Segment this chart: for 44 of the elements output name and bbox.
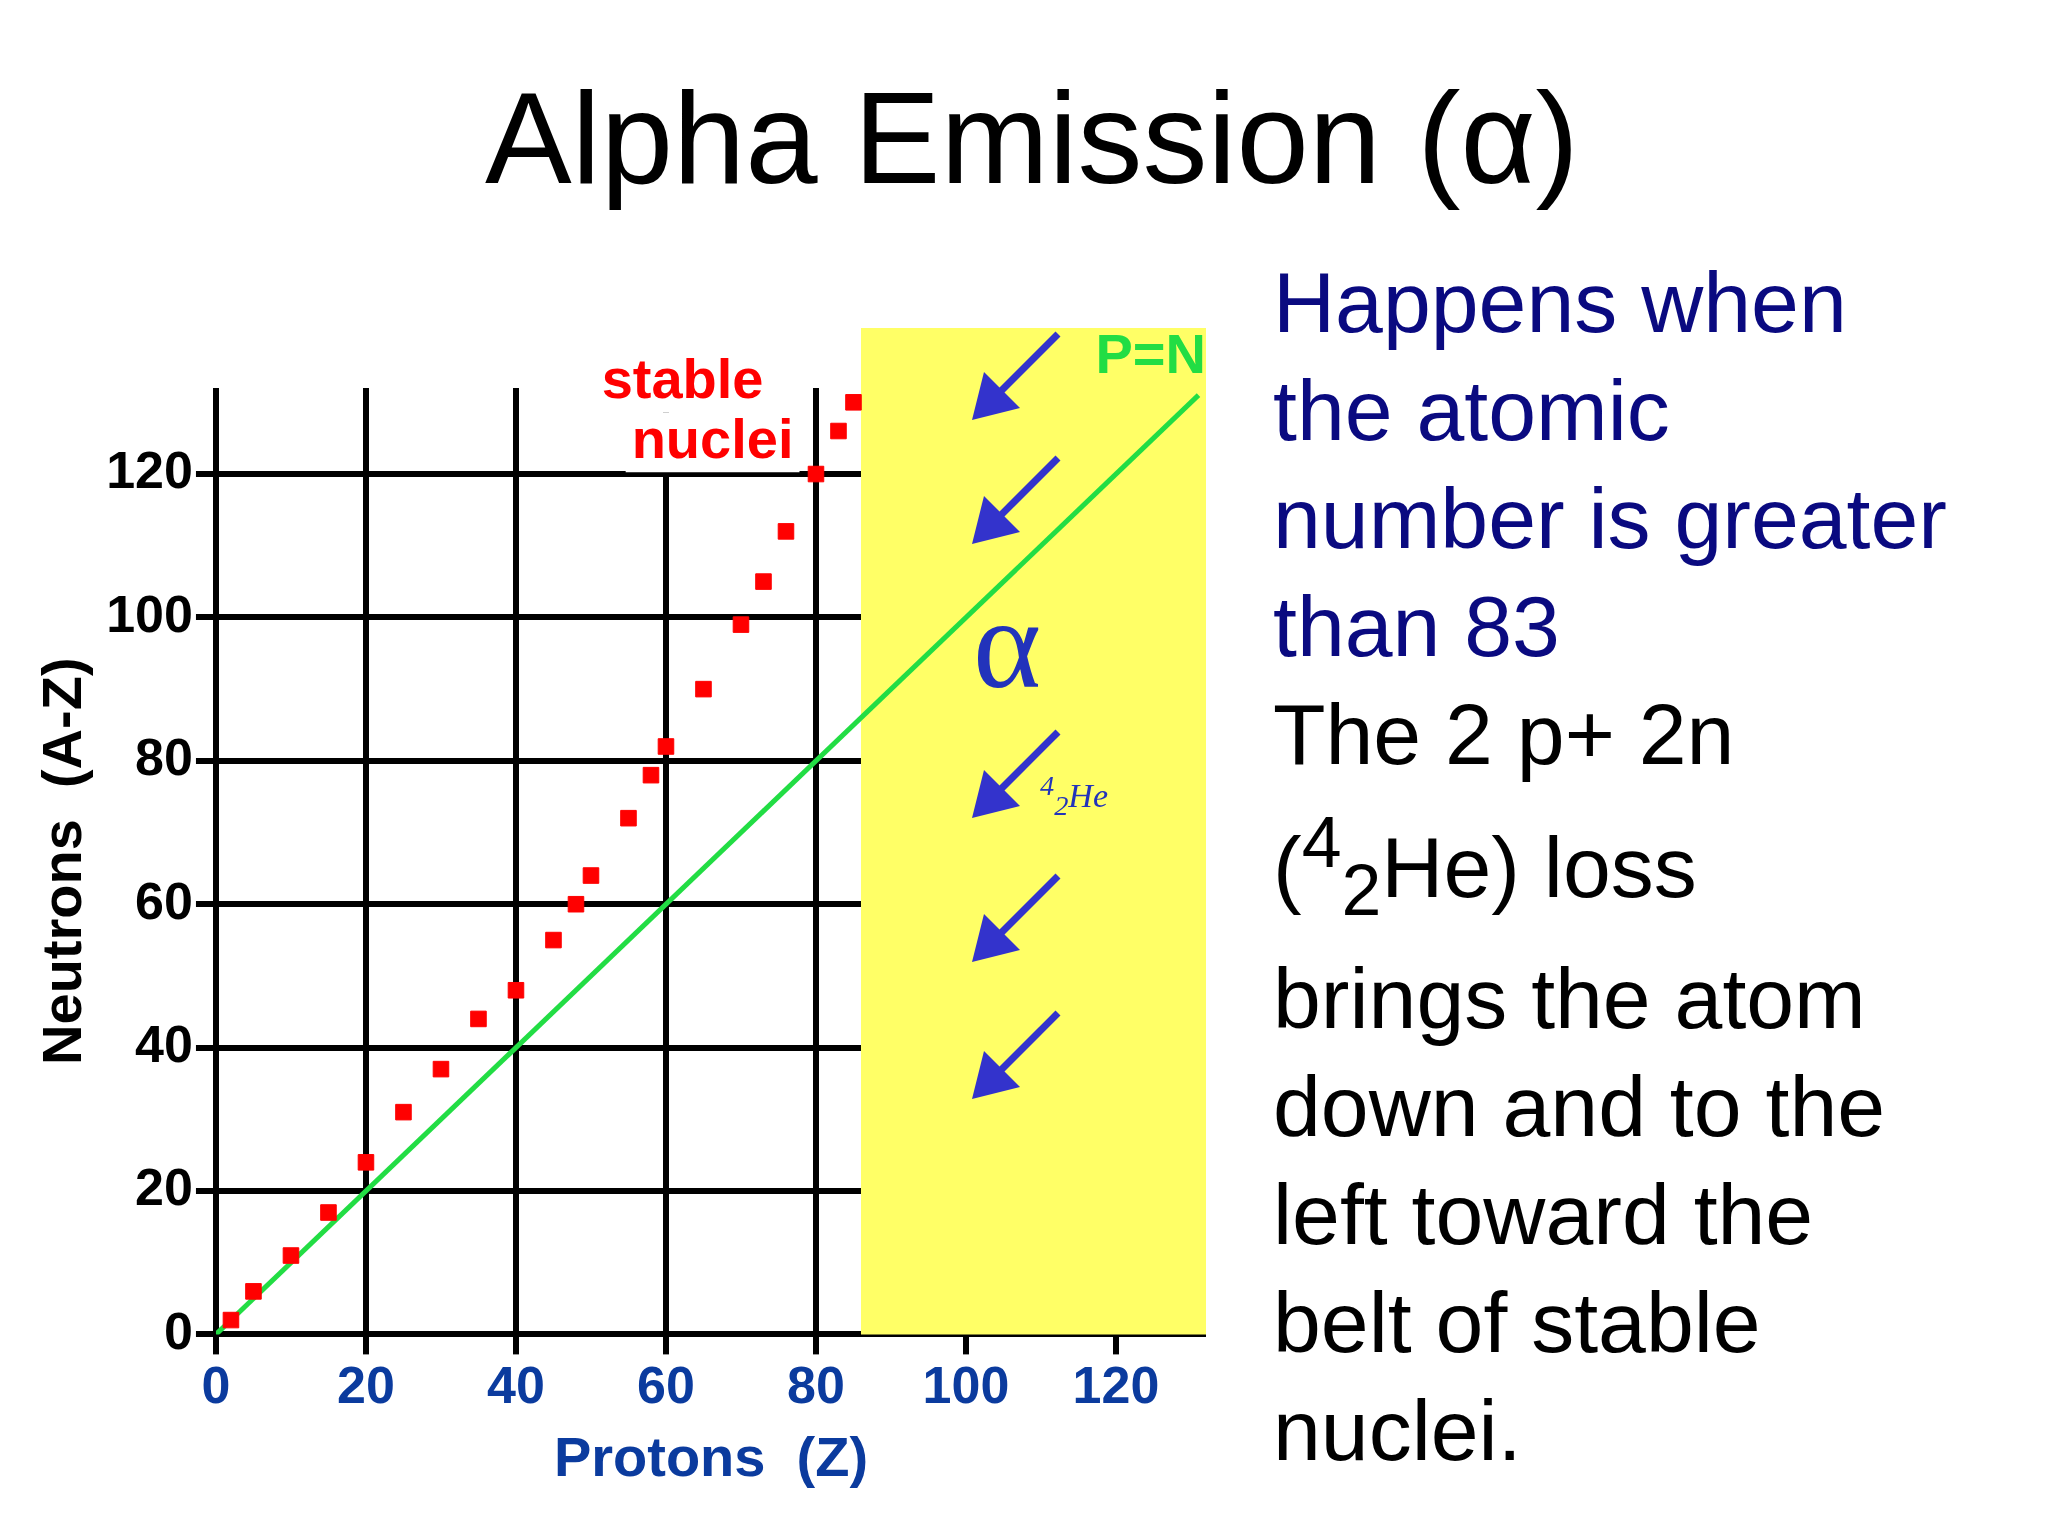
x-tick-label: 0 bbox=[201, 1355, 231, 1414]
point bbox=[830, 422, 847, 440]
x-axis-title: Protons (Z) bbox=[553, 1424, 869, 1488]
point bbox=[695, 680, 712, 698]
annotation: α bbox=[973, 571, 1042, 715]
point bbox=[755, 573, 772, 590]
point bbox=[282, 1247, 300, 1264]
point bbox=[642, 766, 660, 784]
point bbox=[807, 465, 825, 483]
y-tick-label: 100 bbox=[106, 584, 193, 643]
point bbox=[582, 867, 600, 884]
text: The 2 p+ 2n ($^{4}$$_{2}$He) loss brings the atom down and to the left toward the belt of stable nuclei. bbox=[1273, 686, 1886, 1478]
series-label: stable nuclei bbox=[601, 346, 794, 470]
point bbox=[320, 1204, 337, 1221]
point bbox=[567, 895, 585, 913]
y-tick-label: 40 bbox=[135, 1014, 193, 1073]
point bbox=[545, 931, 562, 949]
series-label: P=N bbox=[1095, 321, 1206, 385]
point bbox=[470, 1010, 487, 1028]
y-axis-title: Neutrons (A-Z) bbox=[30, 657, 94, 1065]
y-tick-label: 80 bbox=[135, 728, 193, 787]
x-tick-label: 100 bbox=[922, 1355, 1010, 1414]
x-tick-label: 60 bbox=[637, 1355, 695, 1414]
point bbox=[432, 1060, 450, 1078]
point bbox=[395, 1103, 412, 1121]
y-tick-label: 120 bbox=[106, 441, 193, 500]
point bbox=[777, 523, 795, 540]
x-tick-label: 40 bbox=[487, 1355, 545, 1414]
point bbox=[732, 616, 750, 633]
text: Happens when the atomic number is greater than 83 bbox=[1273, 253, 1948, 676]
point bbox=[845, 394, 862, 411]
y-tick-label: 0 bbox=[164, 1301, 193, 1360]
x-tick-label: 80 bbox=[787, 1355, 845, 1414]
point bbox=[357, 1154, 375, 1171]
chart-title: Alpha Emission (α) bbox=[484, 64, 1580, 213]
point bbox=[620, 809, 637, 827]
y-tick-label: 20 bbox=[135, 1158, 193, 1217]
x-tick-label: 20 bbox=[337, 1355, 395, 1414]
point bbox=[222, 1311, 240, 1329]
y-tick-label: 60 bbox=[135, 871, 193, 930]
point bbox=[657, 738, 675, 755]
point bbox=[245, 1283, 262, 1300]
x-tick-label: 120 bbox=[1072, 1355, 1160, 1414]
point bbox=[507, 981, 525, 999]
